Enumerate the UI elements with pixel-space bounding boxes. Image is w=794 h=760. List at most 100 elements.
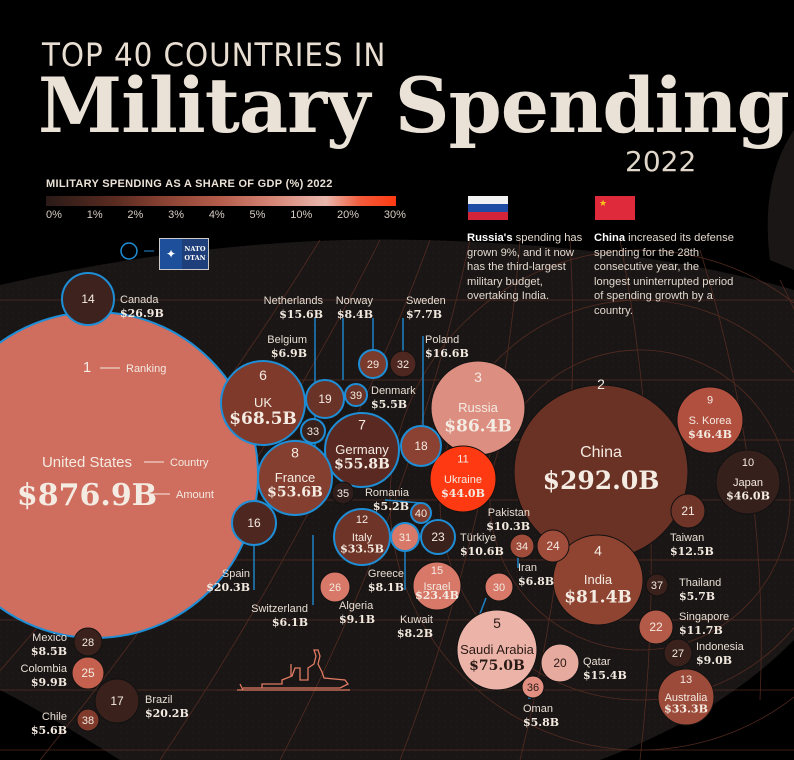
bubble-amount: $81.4B [564, 588, 632, 608]
country-amount: $7.7B [406, 308, 443, 321]
country-name: Kuwait [399, 614, 433, 626]
country-amount: $12.5B [670, 545, 714, 558]
country-bubble: 25 [71, 656, 105, 690]
bubble-rank: 25 [81, 666, 95, 680]
bubble-amount: $68.5B [229, 409, 297, 429]
bubble-circle [400, 425, 442, 467]
title-year: 2022 [625, 145, 697, 178]
bubble-rank: 30 [493, 582, 505, 594]
bubble-country: Ukraine [444, 474, 482, 486]
legend-color-scale [46, 196, 396, 206]
country-bubble: 18 [400, 425, 442, 467]
country-name: Brazil [145, 694, 173, 706]
country-bubble: 31 [390, 522, 420, 552]
bubble-circle [521, 675, 545, 699]
bubble-circle [220, 360, 306, 446]
bubble-rank: 33 [307, 426, 319, 438]
bubble-rank: 23 [431, 530, 445, 544]
bubble-rank: 13 [680, 674, 692, 686]
bubble-rank: 32 [397, 359, 409, 371]
bubble-rank: 5 [493, 615, 501, 631]
globe-arc [489, 349, 791, 651]
country-amount: $9.9B [30, 676, 67, 689]
country-label: Sweden $7.7B [406, 295, 446, 321]
bubble-circle [76, 708, 100, 732]
bubble-circle [420, 519, 456, 555]
country-bubble: 27 [663, 638, 693, 668]
country-amount: $15.6B [279, 308, 323, 321]
country-amount: $15.4B [583, 669, 627, 682]
country-bubble: 19 [305, 379, 345, 419]
country-bubble: 36 [521, 675, 545, 699]
country-label: Romania $5.2B [365, 487, 409, 513]
country-label: Thailand $5.7B [679, 577, 721, 603]
country-bubble: 11 Ukraine$44.0B [429, 445, 497, 513]
bubble-amount: $33.3B [664, 702, 708, 715]
bubble-country: UK [254, 395, 272, 410]
country-bubble: 12 Italy$33.5B [333, 508, 391, 566]
bubble-circle [305, 379, 345, 419]
country-bubble: 30 [484, 572, 514, 602]
legend-tick: 0% [46, 209, 62, 221]
bubble-circle [670, 493, 706, 529]
bubble-amount: $86.4B [444, 417, 512, 437]
legend-ticks: 0% 1% 2% 3% 4% 5% 10% 20% 30% [46, 209, 406, 221]
country-amount: $20.3B [206, 581, 250, 594]
country-bubble: 23 [420, 519, 456, 555]
bubble-country: Russia [458, 400, 499, 415]
country-label: Poland $16.6B [425, 334, 469, 360]
country-name: Denmark [371, 385, 416, 397]
country-label: Qatar $15.4B [583, 656, 627, 682]
country-bubble: 26 [319, 571, 351, 603]
country-bubble: 29 [358, 349, 388, 379]
legend-tick: 1% [86, 209, 103, 221]
country-name: Poland [425, 334, 460, 346]
bubble-rank: 2 [597, 376, 605, 392]
bubble-circle [257, 440, 333, 516]
country-bubble: 34 [509, 533, 535, 559]
country-name: Singapore [679, 611, 730, 623]
legend-tick: 5% [249, 209, 266, 221]
bubble-rank: 12 [356, 514, 368, 526]
title-main: Military Spending [38, 61, 790, 150]
bubble-rank: 20 [553, 656, 567, 670]
bubble-circle [456, 609, 538, 691]
bubble-country: Saudi Arabia [460, 642, 534, 657]
country-amount: $10.3B [486, 520, 530, 533]
country-bubble: 24 [536, 529, 570, 563]
china-note-text: increased its defense spending for the 2… [594, 232, 734, 317]
key-label-amount: Amount [176, 489, 214, 501]
bubble-rank: 22 [649, 620, 663, 634]
country-name: Netherlands [263, 295, 323, 307]
country-bubble: 5 Saudi Arabia$75.0B [456, 609, 538, 691]
bubble-rank: 1 [83, 359, 91, 376]
country-amount: $5.2B [372, 500, 409, 513]
country-amount: $5.7B [679, 590, 716, 603]
bubble-circle [344, 383, 368, 407]
bubble-amount: $55.8B [334, 457, 390, 473]
bubble-rank: 10 [742, 457, 754, 469]
bubble-circle [300, 418, 326, 444]
country-amount: $16.6B [425, 347, 469, 360]
bubble-amount: $46.0B [726, 490, 770, 503]
bubble-circle [331, 481, 355, 505]
bubble-amount: $46.4B [688, 428, 732, 441]
country-label: Greece $8.1B [368, 568, 404, 594]
bubble-rank: 21 [681, 504, 695, 518]
bubble-circle [61, 272, 115, 326]
bubble-country: S. Korea [689, 415, 733, 427]
country-bubble: 22 [638, 609, 674, 645]
russia-note: Russia's spending has grown 9%, and it n… [467, 231, 585, 304]
bubble-country: France [275, 470, 315, 485]
bubble-rank: 11 [457, 454, 468, 466]
bubble-circle [540, 643, 580, 683]
country-amount: $8.5B [30, 645, 67, 658]
country-amount: $9.1B [339, 613, 376, 626]
country-label: Brazil $20.2B [145, 694, 189, 720]
bubble-rank: 18 [414, 439, 428, 453]
bubble-circle [645, 573, 669, 597]
country-amount: $11.7B [679, 624, 723, 637]
bubble-circle [319, 571, 351, 603]
bubble-country: India [584, 572, 613, 587]
